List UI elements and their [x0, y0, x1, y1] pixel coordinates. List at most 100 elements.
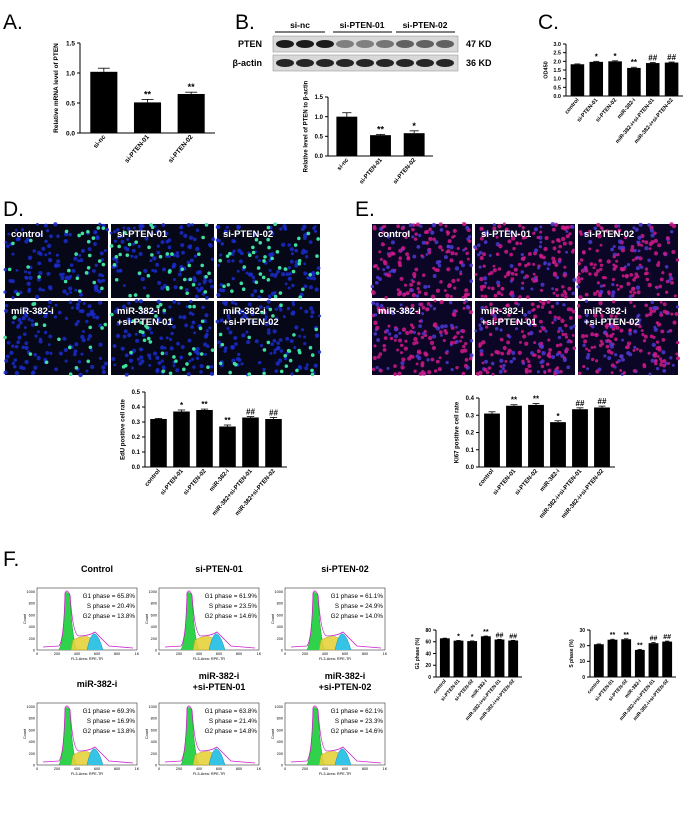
- cell-dot: [635, 285, 641, 290]
- cell-dot: [669, 275, 673, 280]
- cell-dot: [469, 339, 474, 343]
- nucleus-dot: [141, 333, 146, 337]
- cell-dot: [548, 347, 552, 352]
- category-label: si-PTEN-02: [167, 134, 195, 165]
- cell-dot: [383, 261, 388, 266]
- nucleus-dot: [160, 345, 165, 350]
- cell-dot: [599, 289, 604, 294]
- nucleus-dot: [226, 313, 231, 318]
- cell-dot: [383, 272, 387, 276]
- cell-dot: [459, 272, 463, 276]
- cell-dot: [571, 291, 576, 296]
- nucleus-dot: [134, 332, 138, 336]
- nucleus-dot: [231, 277, 235, 281]
- cell-dot: [498, 308, 502, 312]
- nucleus-dot: [313, 225, 317, 229]
- cell-dot: [584, 299, 589, 303]
- nucleus-dot: [314, 287, 319, 292]
- significance-label: **: [377, 124, 385, 134]
- nucleus-dot: [309, 306, 314, 311]
- cell-dot: [578, 371, 582, 375]
- cell-dot: [459, 260, 463, 265]
- cell-dot: [452, 312, 457, 317]
- edu-positive-dot: [88, 345, 93, 350]
- cell-dot: [555, 275, 560, 280]
- cell-dot: [492, 223, 496, 227]
- cell-dot: [640, 243, 644, 247]
- nucleus-dot: [30, 371, 35, 375]
- cell-dot: [440, 248, 444, 252]
- nucleus-dot: [11, 344, 15, 348]
- cell-dot: [398, 338, 403, 343]
- cell-dot: [595, 369, 600, 374]
- nucleus-dot: [270, 321, 274, 325]
- cell-dot: [555, 352, 560, 357]
- nucleus-dot: [134, 299, 139, 303]
- ki67-image: miR-382-i: [371, 299, 474, 377]
- edu-positive-dot: [146, 336, 151, 341]
- cell-dot: [507, 348, 512, 353]
- nucleus-dot: [45, 311, 49, 316]
- cell-dot: [492, 308, 496, 313]
- cell-dot: [676, 356, 680, 361]
- edu-positive-dot: [170, 252, 174, 256]
- cell-dot: [479, 349, 484, 354]
- lane-label: si-PTEN-01: [340, 20, 385, 30]
- nucleus-dot: [302, 233, 308, 238]
- cell-dot: [543, 261, 547, 265]
- nucleus-dot: [21, 316, 26, 321]
- cell-dot: [428, 335, 433, 341]
- nucleus-dot: [241, 333, 246, 338]
- cell-dot: [506, 340, 511, 345]
- cell-dot: [483, 294, 488, 299]
- nucleus-dot: [313, 229, 318, 233]
- bar: [550, 422, 566, 467]
- cell-dot: [540, 345, 544, 350]
- nucleus-dot: [160, 240, 165, 245]
- nucleus-dot: [79, 258, 84, 263]
- edu-positive-dot: [270, 256, 274, 261]
- nucleus-dot: [164, 351, 169, 356]
- cell-dot: [421, 273, 426, 277]
- edu-positive-dot: [286, 348, 291, 353]
- cell-dot: [428, 227, 432, 232]
- cell-dot: [423, 284, 428, 289]
- nucleus-dot: [48, 251, 52, 255]
- edu-positive-dot: [138, 306, 143, 310]
- cell-dot: [426, 358, 430, 362]
- nucleus-dot: [24, 345, 29, 350]
- nucleus-dot: [131, 366, 135, 370]
- cell-dot: [565, 250, 568, 254]
- nucleus-dot: [115, 260, 119, 264]
- cell-dot: [527, 322, 532, 327]
- edu-positive-dot: [144, 324, 148, 328]
- x-tick-label: 600: [216, 767, 222, 771]
- band-name: PTEN: [238, 39, 262, 49]
- nucleus-dot: [105, 227, 110, 232]
- nucleus-dot: [11, 252, 15, 256]
- y-tick-label: 1000: [275, 705, 283, 709]
- nucleus-dot: [171, 264, 176, 269]
- nucleus-dot: [27, 271, 32, 275]
- nucleus-dot: [68, 286, 73, 291]
- cell-dot: [469, 279, 474, 283]
- flow-title: +si-PTEN-02: [319, 682, 372, 692]
- edu-positive-dot: [96, 226, 101, 230]
- cell-dot: [551, 321, 555, 325]
- nucleus-dot: [250, 312, 255, 317]
- nucleus-dot: [202, 278, 208, 284]
- cell-dot: [607, 290, 611, 294]
- nucleus-dot: [98, 300, 103, 305]
- nucleus-dot: [72, 352, 77, 357]
- edu-positive-dot: [92, 280, 97, 285]
- cell-dot: [414, 267, 419, 272]
- nucleus-dot: [14, 228, 18, 232]
- cell-dot: [632, 349, 636, 352]
- cell-dot: [387, 324, 391, 328]
- bar: [467, 641, 478, 677]
- cell-dot: [394, 327, 398, 332]
- nucleus-dot: [291, 300, 295, 305]
- cell-dot: [416, 349, 421, 354]
- nucleus-dot: [33, 365, 38, 370]
- nucleus-dot: [7, 232, 11, 236]
